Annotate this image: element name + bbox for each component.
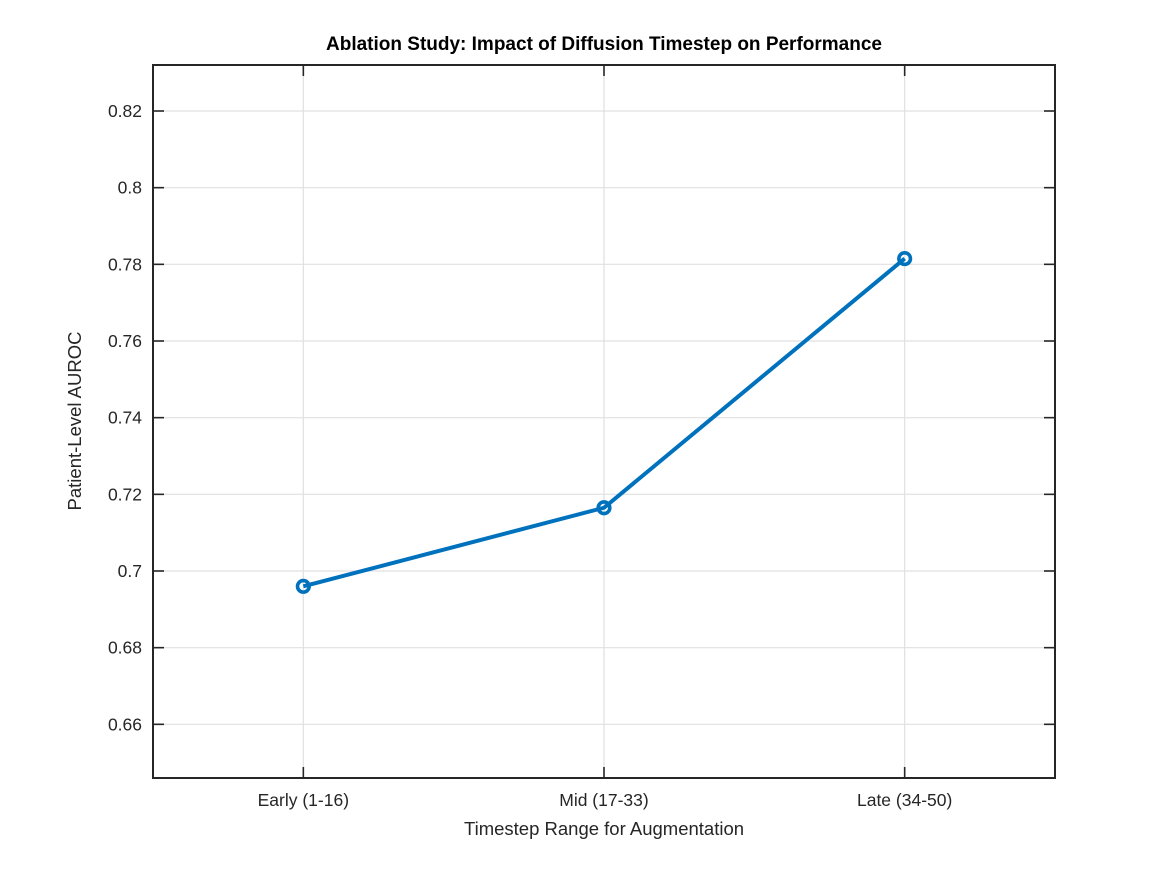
y-tick-label: 0.8 (118, 178, 142, 198)
x-tick-label: Early (1-16) (258, 790, 349, 810)
x-tick-label: Mid (17-33) (559, 790, 648, 810)
data-point-marker (897, 250, 913, 267)
x-tick-label: Late (34-50) (857, 790, 952, 810)
y-tick-label: 0.78 (108, 254, 142, 274)
y-tick-label: 0.76 (108, 331, 142, 351)
x-axis-label: Timestep Range for Augmentation (463, 818, 745, 839)
y-tick-label: 0.68 (108, 638, 142, 658)
y-tick-label: 0.7 (118, 561, 142, 581)
series-line (302, 257, 906, 589)
data-point-marker (596, 500, 612, 516)
y-tick-label: 0.66 (108, 714, 142, 734)
y-tick-label: 0.72 (108, 484, 142, 504)
y-tick-label: 0.82 (108, 101, 142, 121)
y-tick-label: 0.74 (108, 408, 142, 428)
data-point-marker (295, 578, 311, 594)
chart-title: Ablation Study: Impact of Diffusion Time… (326, 34, 882, 55)
